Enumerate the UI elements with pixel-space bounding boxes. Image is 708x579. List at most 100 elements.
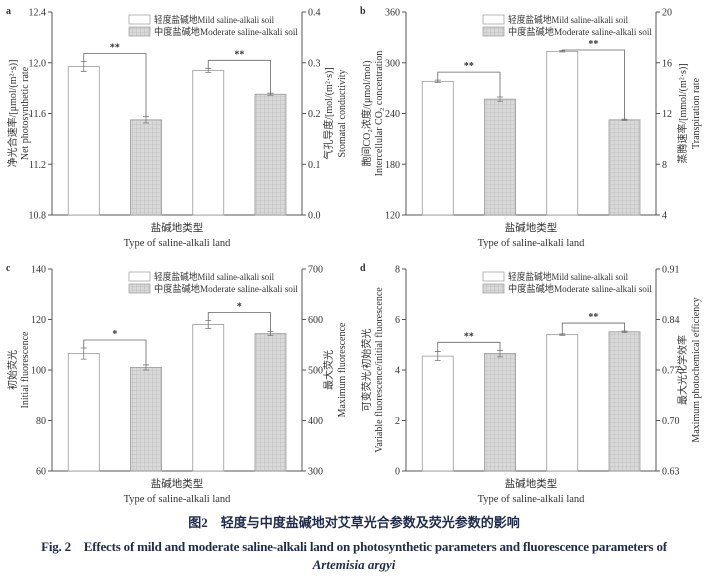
x-axis-title-cn: 盐碱地类型 (151, 477, 204, 490)
right-tick-label: 300 (308, 467, 323, 478)
panel-a: a 10.8 11.2 11.6 12.0 12.4 0.0 0.1 0.2 0.3 0.4 净光合速… (0, 0, 354, 250)
significance-bracket (561, 49, 625, 120)
right-tick-label: 16 (662, 58, 672, 69)
figure-caption-en: Fig. 2 Effects of mild and moderate sali… (41, 539, 667, 554)
error-bar (434, 79, 441, 84)
left-tick-label: 8 (395, 265, 400, 276)
right-axis-title-cn: 最大荧光 (322, 350, 335, 390)
legend-label-mild: 轻度盐碱地Mild saline-alkali soil (508, 271, 628, 283)
right-tick-label: 0.3 (308, 58, 321, 69)
left-tick-label: 60 (36, 467, 46, 478)
left-tick-label: 300 (385, 58, 400, 69)
bar-moderate-left (484, 353, 516, 472)
legend-label-moderate: 中度盐碱地Moderate saline-alkali soil (508, 26, 652, 38)
bar-moderate-right (254, 333, 287, 472)
significance-bracket (83, 53, 147, 117)
legend-label-mild: 轻度盐碱地Mild saline-alkali soil (508, 14, 628, 26)
right-tick-label: 8 (662, 160, 667, 171)
x-axis-title-cn: 盐碱地类型 (505, 221, 558, 234)
left-tick-label: 140 (31, 265, 46, 276)
bar-mild-left (67, 353, 100, 472)
legend-label-mild: 轻度盐碱地Mild saline-alkali soil (154, 14, 274, 26)
panel-label: d (360, 263, 366, 274)
bar-moderate-left (484, 98, 516, 216)
left-tick-label: 120 (385, 211, 400, 222)
bar-moderate-right (608, 119, 641, 216)
legend-swatch-moderate (482, 283, 505, 294)
legend-label-moderate: 中度盐碱地Moderate saline-alkali soil (508, 283, 652, 295)
bar-moderate-right (254, 93, 287, 216)
left-tick-label: 2 (395, 416, 400, 427)
left-axis-title-cn: 可变荧光/初始荧光 (360, 329, 373, 412)
x-axis-title-en: Type of saline-alkali land (124, 238, 232, 249)
chart-d: d 0 2 4 6 8 0.63 0.70 0.77 0.84 0.91 可变荧光/初始荧光 Varia… (360, 263, 702, 505)
bar-mild-right (546, 50, 579, 216)
significance-label: * (112, 329, 117, 340)
bar-mild-left (67, 66, 100, 216)
significance-label: ** (588, 312, 598, 323)
left-tick-label: 80 (36, 416, 46, 427)
right-tick-label: 4 (662, 211, 667, 222)
bar-moderate-right (608, 331, 641, 472)
right-axis-title-cn: 最大光化学效率 (676, 335, 689, 405)
significance-bracket (561, 322, 625, 334)
panel-b: b 120 180 240 300 360 4 8 12 16 20 胞间CO₂浓度/(μmol/mo… (354, 0, 708, 250)
legend-swatch-mild (128, 271, 151, 282)
legend-swatch-moderate (128, 26, 151, 37)
left-tick-label: 6 (395, 315, 400, 326)
right-axis-title-en: Stomatal conductivity (337, 69, 348, 157)
legend-swatch-mild (482, 14, 505, 25)
left-tick-label: 180 (385, 160, 400, 171)
legend-swatch-moderate (482, 26, 505, 37)
significance-label: ** (464, 331, 474, 342)
error-bar (559, 333, 566, 336)
significance-bracket (207, 59, 271, 94)
left-axis-title-en: Net photosynthetic rate (20, 66, 31, 160)
figure-caption-cn: 图2 轻度与中度盐碱地对艾草光合参数及荧光参数的影响 (188, 515, 520, 530)
left-tick-label: 0 (395, 467, 400, 478)
legend-swatch-mild (482, 271, 505, 282)
right-tick-label: 0.1 (308, 160, 321, 171)
panel-d: d 0 2 4 6 8 0.63 0.70 0.77 0.84 0.91 可变荧光/初始荧光 Varia… (354, 250, 708, 510)
left-tick-label: 360 (385, 8, 400, 19)
left-tick-label: 12.0 (29, 58, 47, 69)
left-tick-label: 11.6 (29, 109, 46, 120)
legend-swatch-mild (128, 14, 151, 25)
significance-bracket (437, 71, 501, 98)
right-tick-label: 0.4 (308, 8, 321, 19)
legend-label-mild: 轻度盐碱地Mild saline-alkali soil (154, 271, 274, 283)
significance-label: * (237, 302, 242, 313)
panel-label: a (6, 6, 11, 17)
error-bar (559, 50, 566, 53)
bar-mild-right (546, 334, 579, 472)
significance-label: ** (588, 39, 598, 50)
right-tick-label: 20 (662, 8, 672, 19)
left-tick-label: 120 (31, 315, 46, 326)
chart-a: a 10.8 11.2 11.6 12.0 12.4 0.0 0.1 0.2 0.3 0.4 净光合速… (6, 6, 348, 249)
error-bar (621, 330, 628, 333)
left-axis-title-cn: 净光合速率/[μmol/(m²·s)] (6, 60, 19, 168)
right-tick-label: 700 (308, 265, 323, 276)
x-axis-title-en: Type of saline-alkali land (124, 494, 232, 505)
bar-moderate-left (130, 119, 162, 216)
right-axis-title-en: Maximum fluorescence (337, 322, 348, 417)
legend-swatch-moderate (128, 283, 151, 294)
right-axis-title-cn: 气孔导度/[mol/(m²·s)] (322, 67, 335, 159)
bar-mild-right (192, 69, 225, 216)
error-bar (80, 61, 87, 73)
left-axis-title-cn: 胞间CO₂浓度/(μmol/mol) (360, 60, 373, 166)
bar-mild-left (421, 80, 454, 216)
significance-bracket (437, 341, 501, 352)
left-tick-label: 10.8 (29, 211, 47, 222)
left-tick-label: 4 (395, 366, 400, 377)
error-bar (143, 116, 149, 124)
x-axis-title-cn: 盐碱地类型 (151, 221, 204, 234)
right-tick-label: 600 (308, 315, 323, 326)
right-tick-label: 0.84 (662, 315, 680, 326)
left-axis-title-en: Initial fluorescence (20, 331, 31, 408)
bar-mild-right (192, 324, 225, 472)
right-tick-label: 12 (662, 109, 672, 120)
right-axis-title-en: Maximum photochemical efficiency (691, 297, 702, 442)
left-axis-title-cn: 初始荧光 (6, 350, 19, 390)
left-axis-title-en: Intercellular CO₂ concentration (374, 51, 385, 177)
